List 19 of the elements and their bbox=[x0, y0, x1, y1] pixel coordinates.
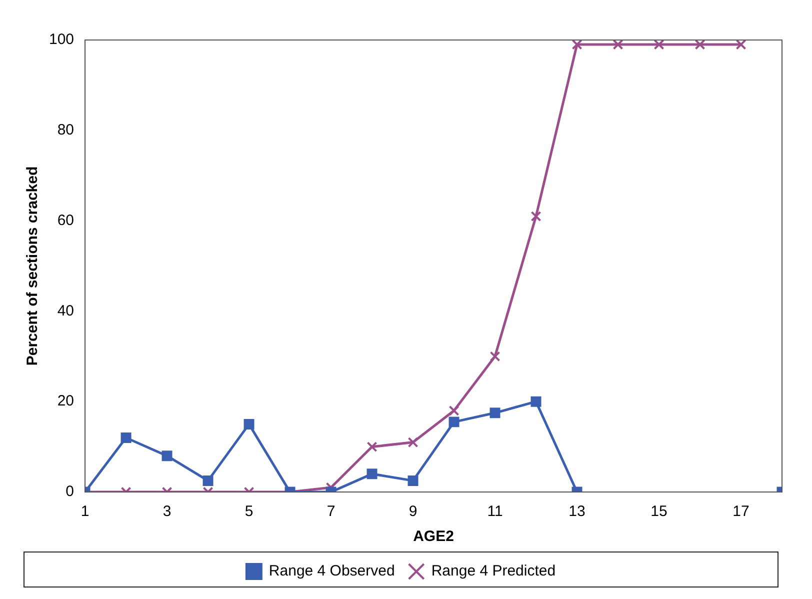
y-axis-title: Percent of sections cracked bbox=[24, 166, 42, 366]
x-tick-label: 1 bbox=[80, 503, 90, 520]
x-tick-label: 15 bbox=[650, 503, 668, 520]
x-tick-label: 3 bbox=[162, 503, 172, 520]
x-tick-label: 17 bbox=[732, 503, 750, 520]
y-tick-label: 40 bbox=[57, 302, 74, 320]
y-tick-label: 80 bbox=[57, 122, 74, 139]
x-axis-title: AGE2 bbox=[413, 528, 454, 546]
legend-label: Range 4 Predicted bbox=[431, 562, 556, 580]
x-tick-label: 5 bbox=[244, 503, 254, 520]
x-tick-label: 13 bbox=[568, 503, 586, 520]
y-tick-label: 0 bbox=[66, 483, 74, 500]
x-tick-label: 7 bbox=[326, 503, 336, 520]
x-tick-label: 9 bbox=[408, 503, 418, 520]
y-tick-label: 20 bbox=[57, 392, 74, 410]
y-tick-label: 60 bbox=[57, 212, 74, 229]
x-tick-label: 11 bbox=[487, 503, 503, 520]
legend-label: Range 4 Observed bbox=[268, 562, 395, 580]
y-tick-label: 100 bbox=[48, 31, 74, 48]
